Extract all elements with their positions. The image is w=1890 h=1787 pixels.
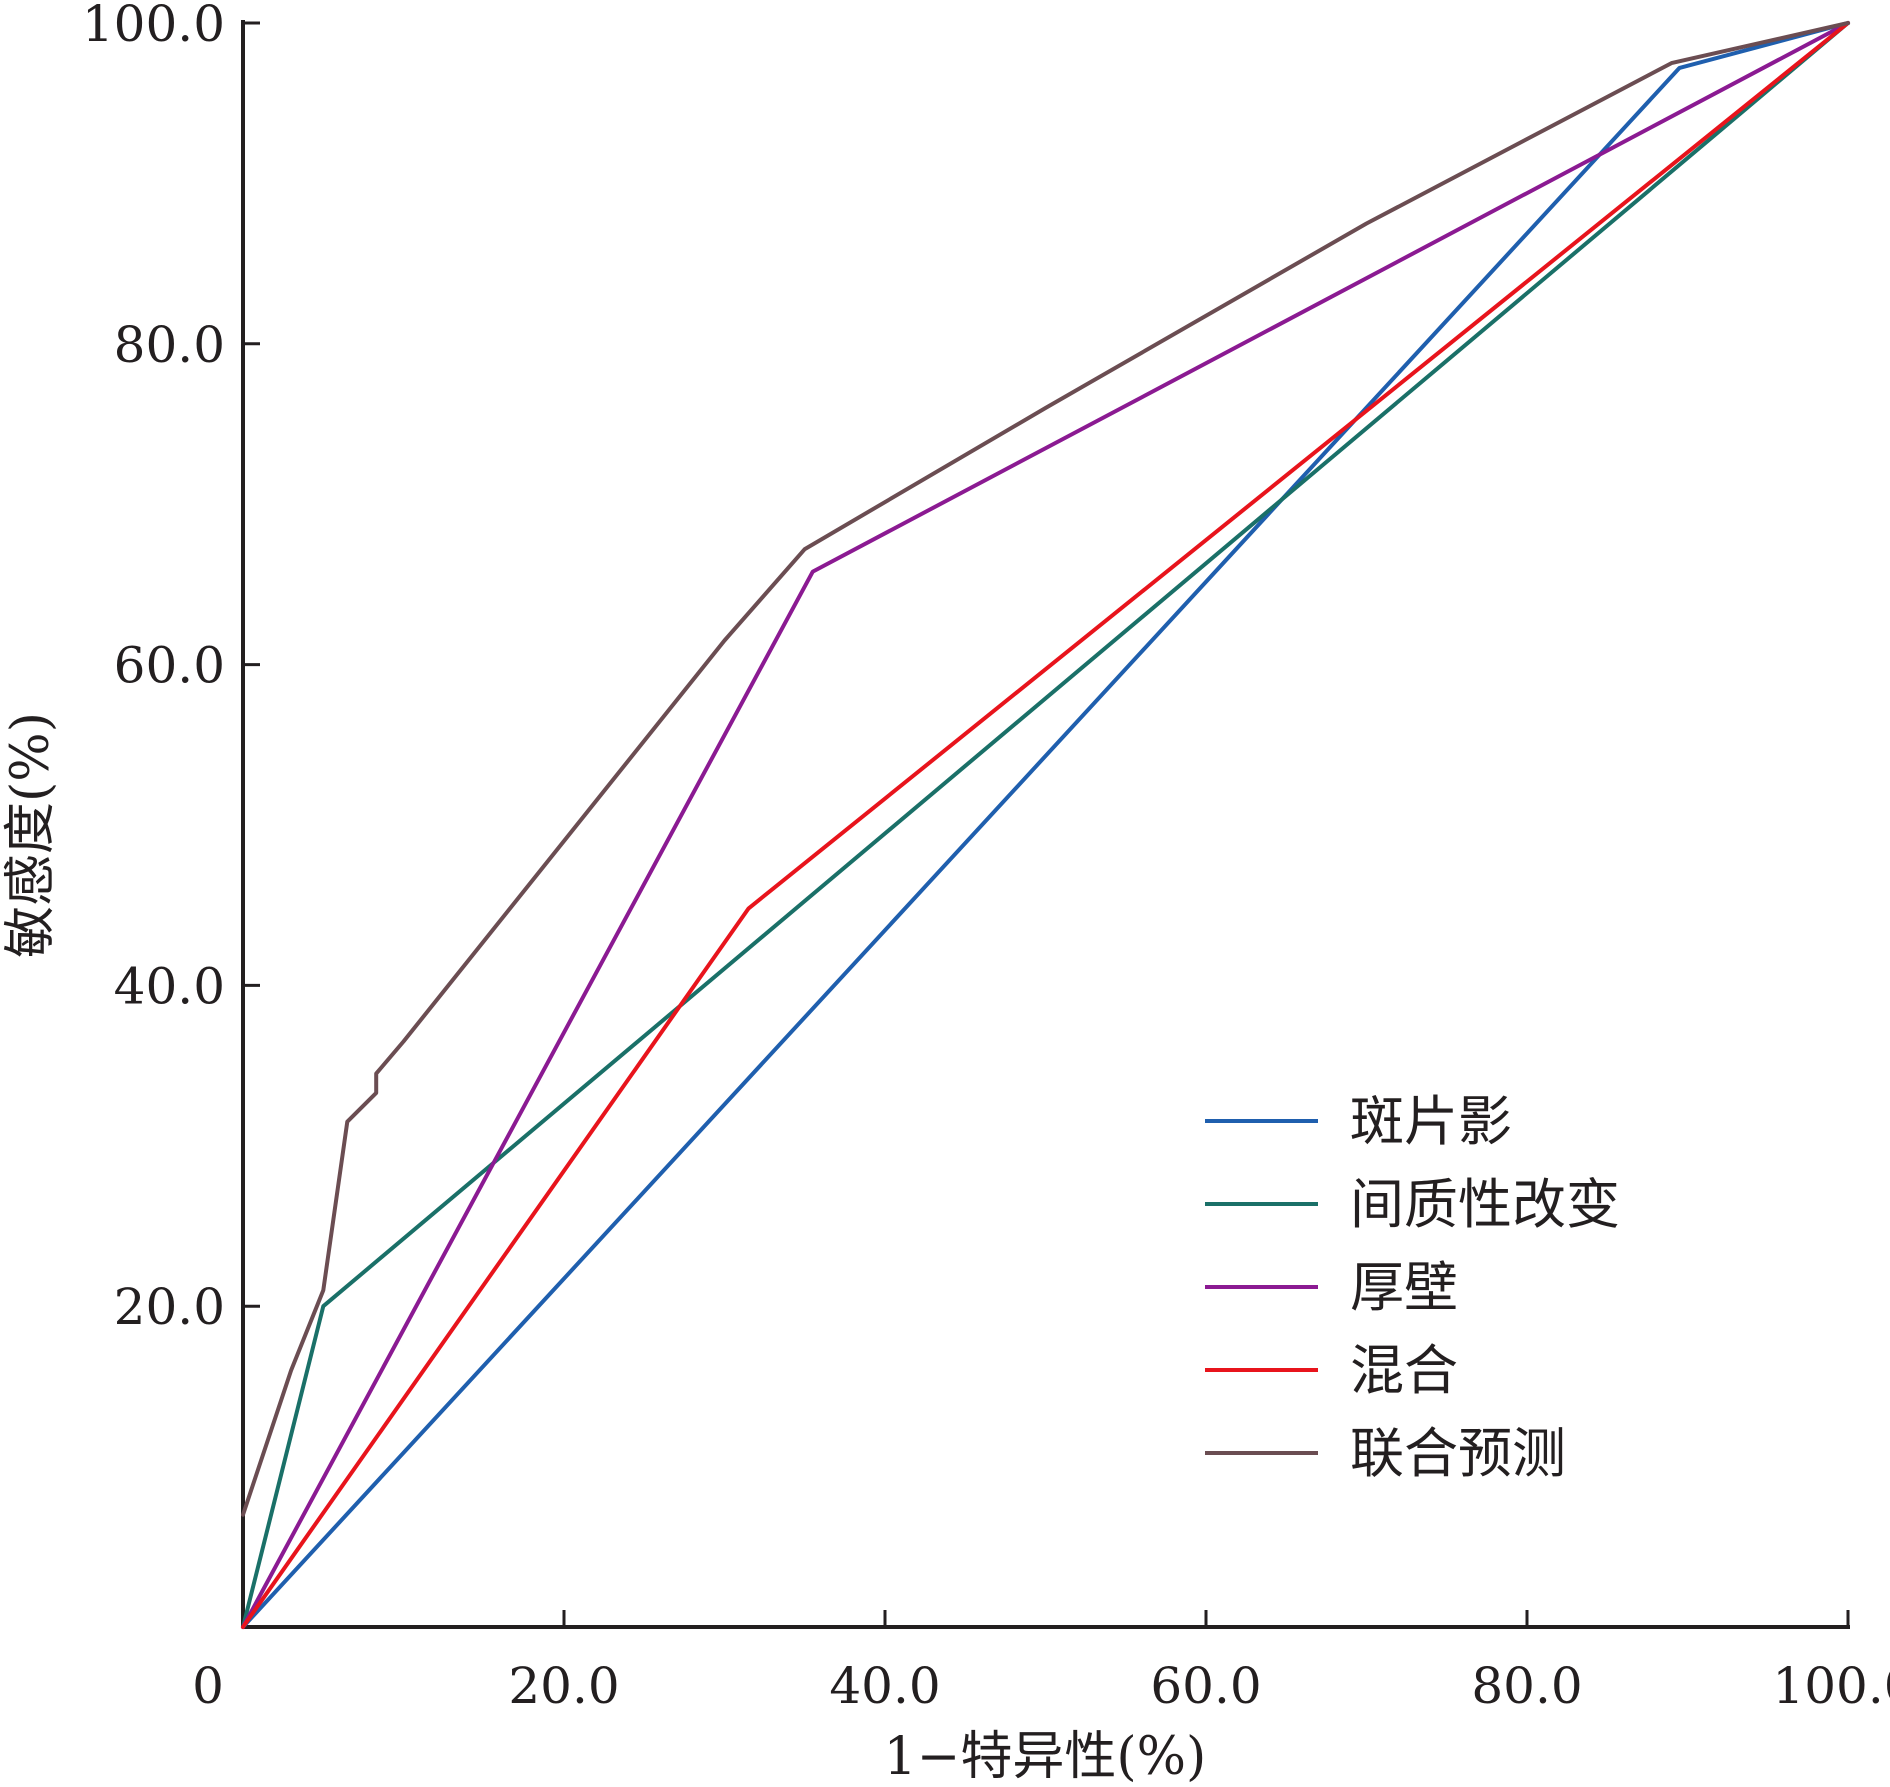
series-line-2 [241,21,1850,1629]
legend-label: 混合 [1350,1339,1458,1402]
series-line-3 [241,21,1850,1629]
x-tick-label: 60.0 [1150,1657,1261,1715]
x-tick-label: 80.0 [1471,1657,1582,1715]
x-tick-label: 0 [192,1657,224,1715]
x-tick-label: 100.0 [1772,1657,1890,1715]
y-tick-label: 40.0 [114,957,225,1015]
series-line-1 [241,21,1850,1629]
x-tick-label: 20.0 [508,1657,619,1715]
legend-label: 厚壁 [1350,1256,1458,1319]
legend-label: 间质性改变 [1350,1173,1620,1236]
y-tick-label: 100.0 [82,0,225,53]
series-line-4 [241,21,1850,1517]
legend-label: 斑片影 [1350,1090,1512,1153]
series-line-0 [241,21,1850,1629]
y-tick-label: 60.0 [114,637,225,695]
y-axis-title: 敏感度(%) [1,712,61,958]
x-axis-title: 1−特异性(%) [884,1727,1207,1783]
x-tick-label: 40.0 [829,1657,940,1715]
y-tick-label: 20.0 [114,1278,225,1336]
legend-label: 联合预测 [1350,1422,1566,1485]
y-tick-label: 80.0 [114,316,225,374]
